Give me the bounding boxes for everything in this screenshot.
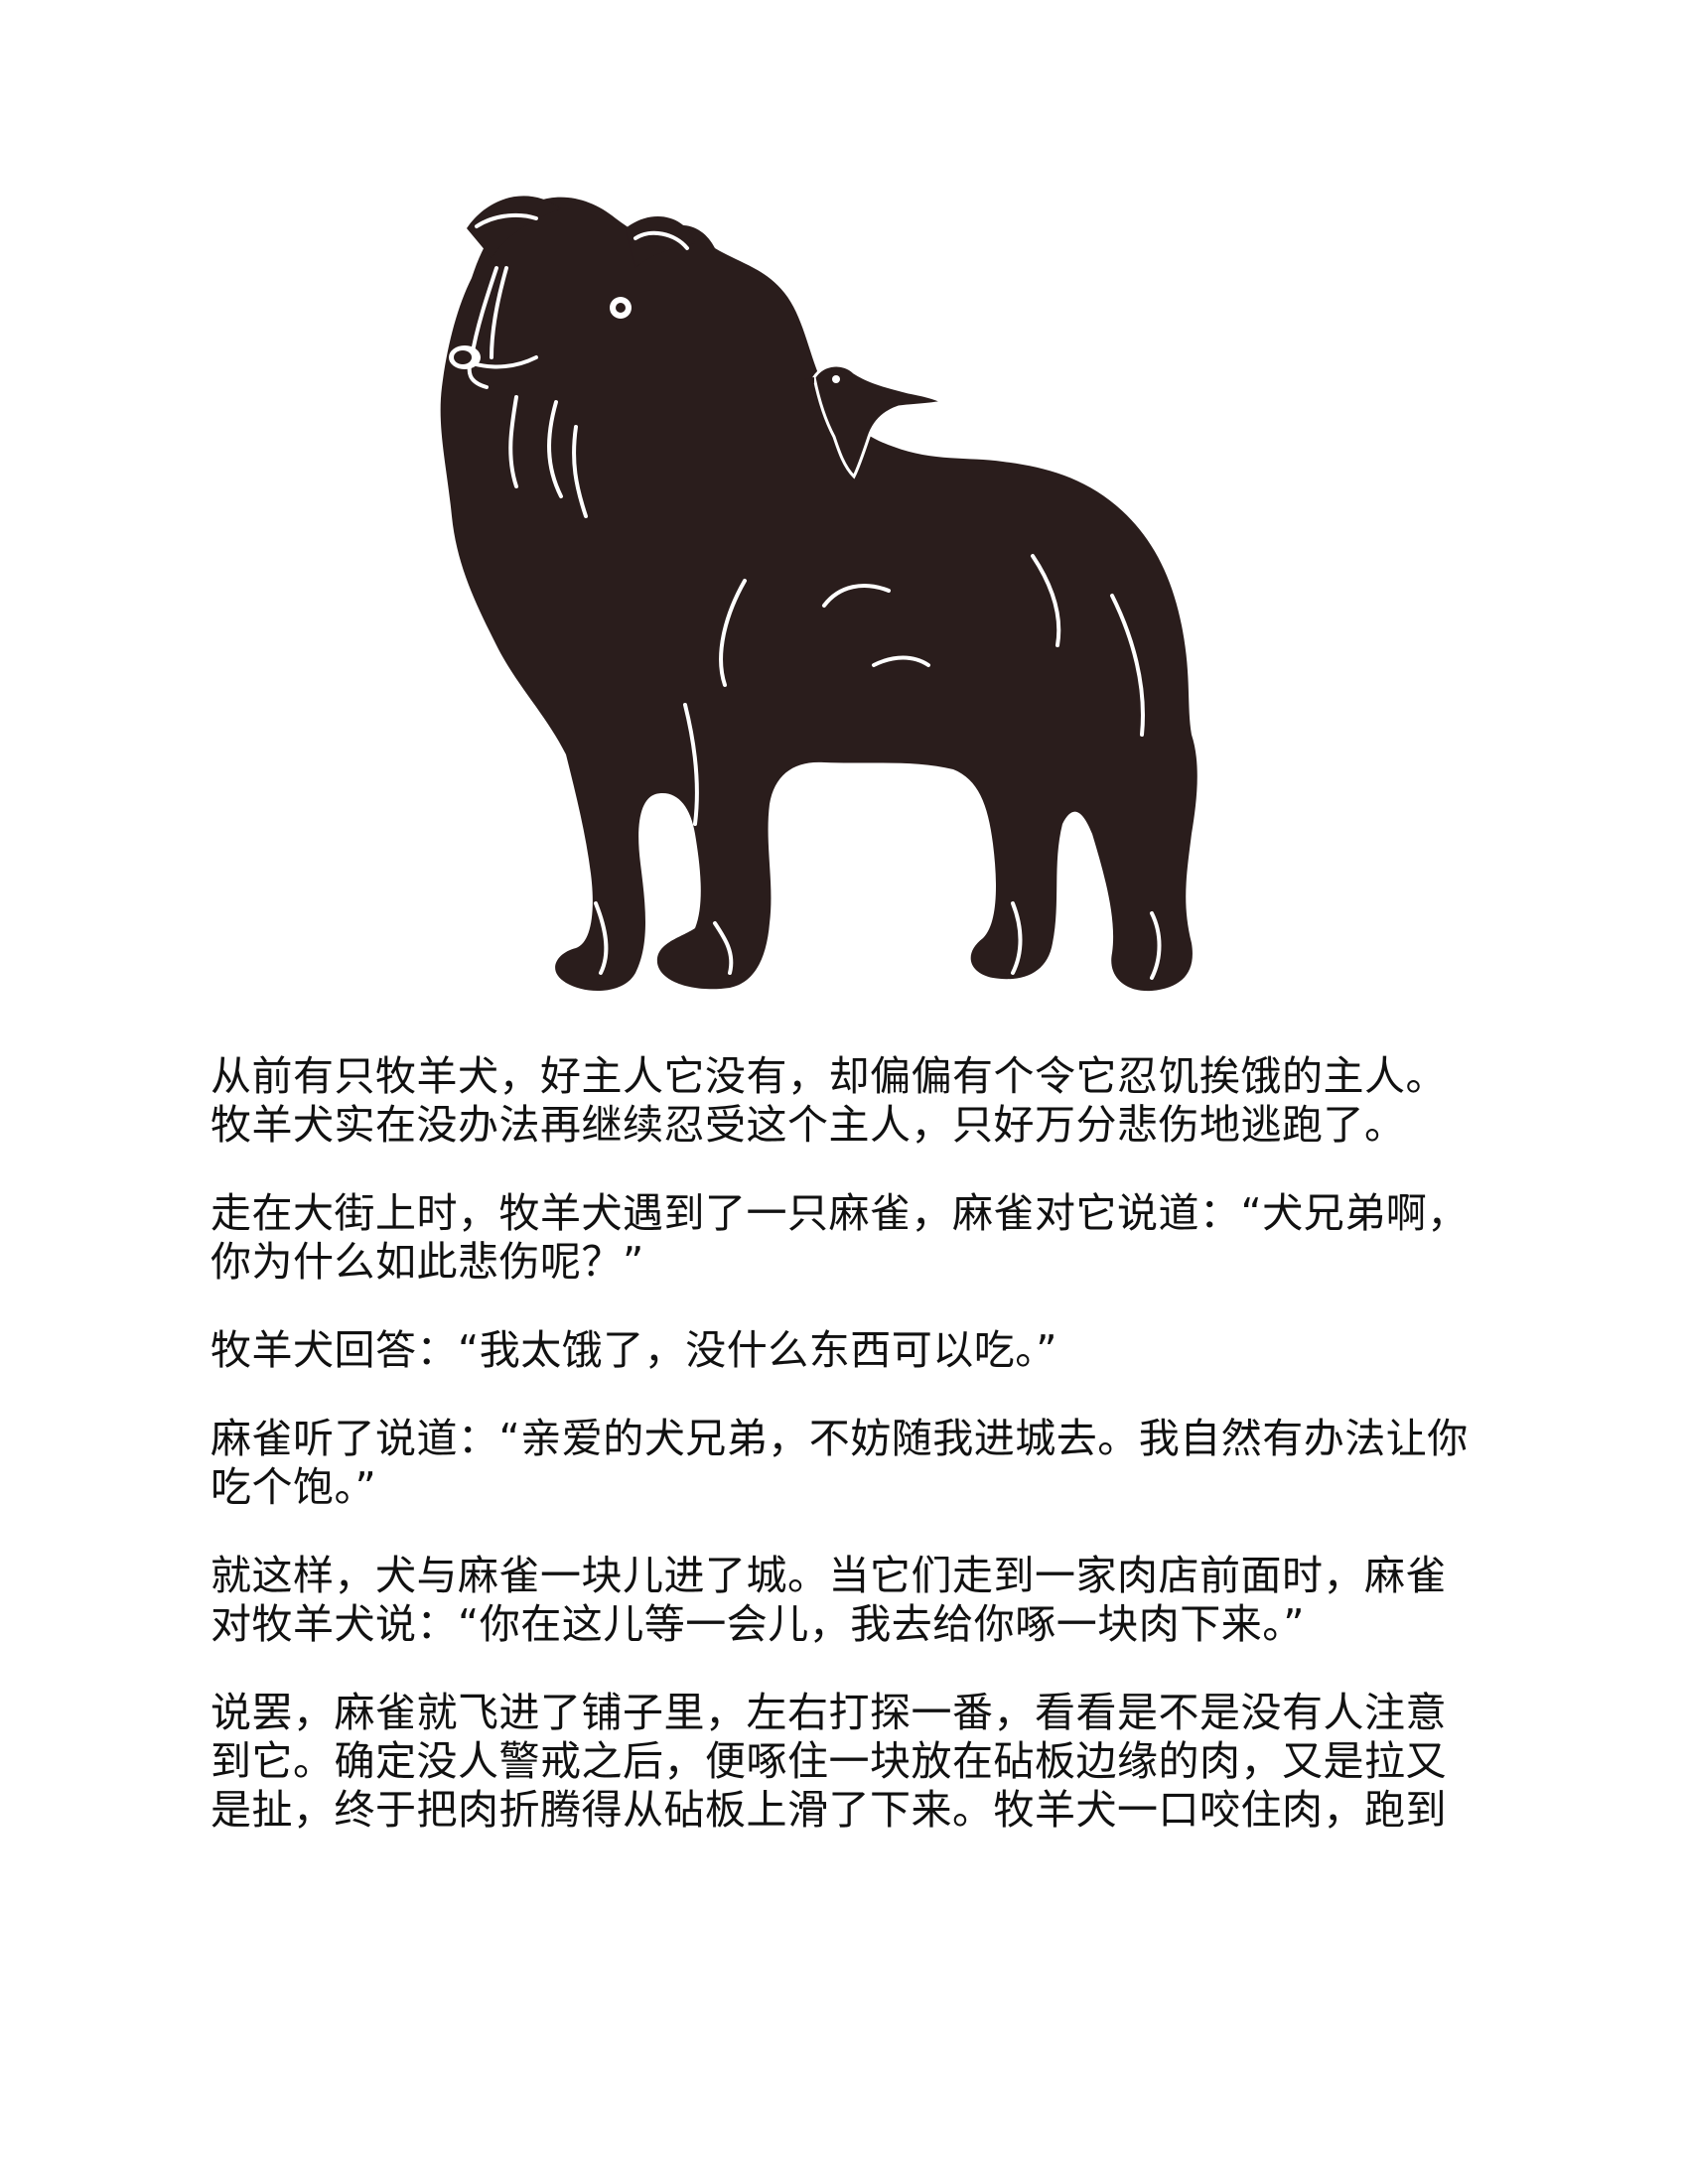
- text-line: 就这样，犬与麻雀一块儿进了城。当它们走到一家肉店前面时，麻雀: [211, 1552, 1491, 1600]
- dog-silhouette-svg: [397, 189, 1291, 1013]
- paragraph-4: 麻雀听了说道：“亲爱的犬兄弟，不妨随我进城去。我自然有办法让你 吃个饱。”: [211, 1415, 1491, 1512]
- text-line: 从前有只牧羊犬，好主人它没有，却偏偏有个令它忍饥挨饿的主人。: [211, 1052, 1491, 1101]
- text-line: 走在大街上时，牧羊犬遇到了一只麻雀，麻雀对它说道：“犬兄弟啊，: [211, 1189, 1491, 1238]
- text-line: 吃个饱。”: [211, 1463, 1491, 1512]
- paragraph-1: 从前有只牧羊犬，好主人它没有，却偏偏有个令它忍饥挨饿的主人。 牧羊犬实在没办法再…: [211, 1052, 1491, 1150]
- text-line: 你为什么如此悲伤呢？”: [211, 1238, 1491, 1287]
- paragraph-6: 说罢，麻雀就飞进了铺子里，左右打探一番，看看是不是没有人注意 到它。确定没人警戒…: [211, 1689, 1491, 1835]
- text-line: 麻雀听了说道：“亲爱的犬兄弟，不妨随我进城去。我自然有办法让你: [211, 1415, 1491, 1463]
- text-line: 到它。确定没人警戒之后，便啄住一块放在砧板边缘的肉，又是拉又: [211, 1737, 1491, 1786]
- text-line: 牧羊犬实在没办法再继续忍受这个主人，只好万分悲伤地逃跑了。: [211, 1101, 1491, 1150]
- text-line: 对牧羊犬说：“你在这儿等一会儿，我去给你啄一块肉下来。”: [211, 1600, 1491, 1649]
- text-line: 牧羊犬回答：“我太饿了，没什么东西可以吃。”: [211, 1326, 1491, 1375]
- dog-body: [441, 198, 1197, 992]
- story-text: 从前有只牧羊犬，好主人它没有，却偏偏有个令它忍饥挨饿的主人。 牧羊犬实在没办法再…: [211, 1052, 1491, 1874]
- paragraph-5: 就这样，犬与麻雀一块儿进了城。当它们走到一家肉店前面时，麻雀 对牧羊犬说：“你在…: [211, 1552, 1491, 1649]
- paragraph-2: 走在大街上时，牧羊犬遇到了一只麻雀，麻雀对它说道：“犬兄弟啊， 你为什么如此悲伤…: [211, 1189, 1491, 1287]
- paragraph-3: 牧羊犬回答：“我太饿了，没什么东西可以吃。”: [211, 1326, 1491, 1375]
- text-line: 说罢，麻雀就飞进了铺子里，左右打探一番，看看是不是没有人注意: [211, 1689, 1491, 1737]
- dog-and-sparrow-illustration: [397, 189, 1291, 1013]
- text-line: 是扯，终于把肉折腾得从砧板上滑了下来。牧羊犬一口咬住肉，跑到: [211, 1786, 1491, 1835]
